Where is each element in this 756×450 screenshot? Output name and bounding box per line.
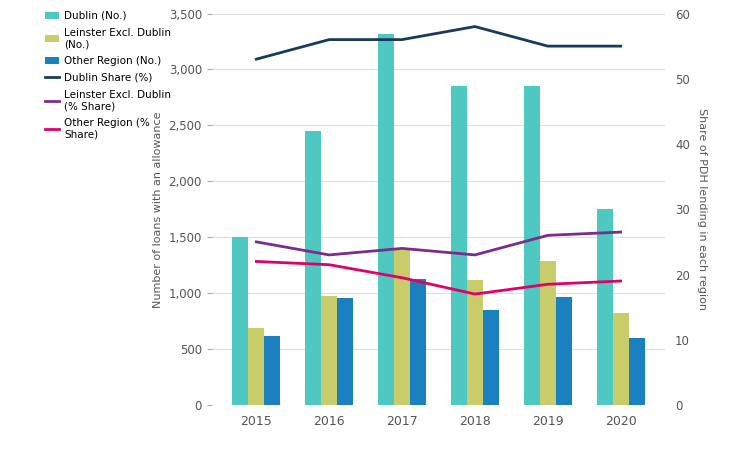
Line: Other Region (%
Share): Other Region (% Share): [256, 261, 621, 294]
Y-axis label: Share of PDH lending in each region: Share of PDH lending in each region: [696, 108, 707, 310]
Other Region (%
Share): [616, 278, 625, 284]
Dublin Share (%): [324, 37, 333, 42]
Line: Leinster Excl. Dublin
(% Share): Leinster Excl. Dublin (% Share): [256, 232, 621, 255]
Other Region (%
Share): [544, 282, 553, 287]
Leinster Excl. Dublin
(% Share): [544, 233, 553, 238]
Bar: [556, 297, 572, 405]
Bar: [467, 280, 483, 405]
Dublin Share (%): [544, 44, 553, 49]
Leinster Excl. Dublin
(% Share): [616, 230, 625, 235]
Bar: [451, 86, 467, 405]
Bar: [337, 298, 353, 405]
Leinster Excl. Dublin
(% Share): [470, 252, 479, 257]
Bar: [394, 249, 410, 405]
Dublin Share (%): [470, 24, 479, 29]
Bar: [248, 328, 265, 405]
Bar: [483, 310, 499, 405]
Leinster Excl. Dublin
(% Share): [324, 252, 333, 257]
Bar: [265, 336, 280, 405]
Other Region (%
Share): [252, 259, 261, 264]
Bar: [321, 296, 337, 405]
Bar: [540, 261, 556, 405]
Bar: [629, 338, 645, 405]
Bar: [410, 279, 426, 405]
Leinster Excl. Dublin
(% Share): [398, 246, 407, 251]
Bar: [305, 131, 321, 405]
Legend: Dublin (No.), Leinster Excl. Dublin
(No.), Other Region (No.), Dublin Share (%),: Dublin (No.), Leinster Excl. Dublin (No.…: [45, 11, 172, 140]
Bar: [596, 209, 612, 405]
Other Region (%
Share): [398, 275, 407, 280]
Dublin Share (%): [252, 57, 261, 62]
Dublin Share (%): [616, 44, 625, 49]
Y-axis label: Number of loans with an allowance: Number of loans with an allowance: [153, 111, 163, 307]
Other Region (%
Share): [470, 292, 479, 297]
Line: Dublin Share (%): Dublin Share (%): [256, 27, 621, 59]
Other Region (%
Share): [324, 262, 333, 267]
Leinster Excl. Dublin
(% Share): [252, 239, 261, 245]
Bar: [612, 313, 629, 405]
Bar: [378, 34, 394, 405]
Bar: [524, 86, 540, 405]
Dublin Share (%): [398, 37, 407, 42]
Bar: [232, 237, 248, 405]
